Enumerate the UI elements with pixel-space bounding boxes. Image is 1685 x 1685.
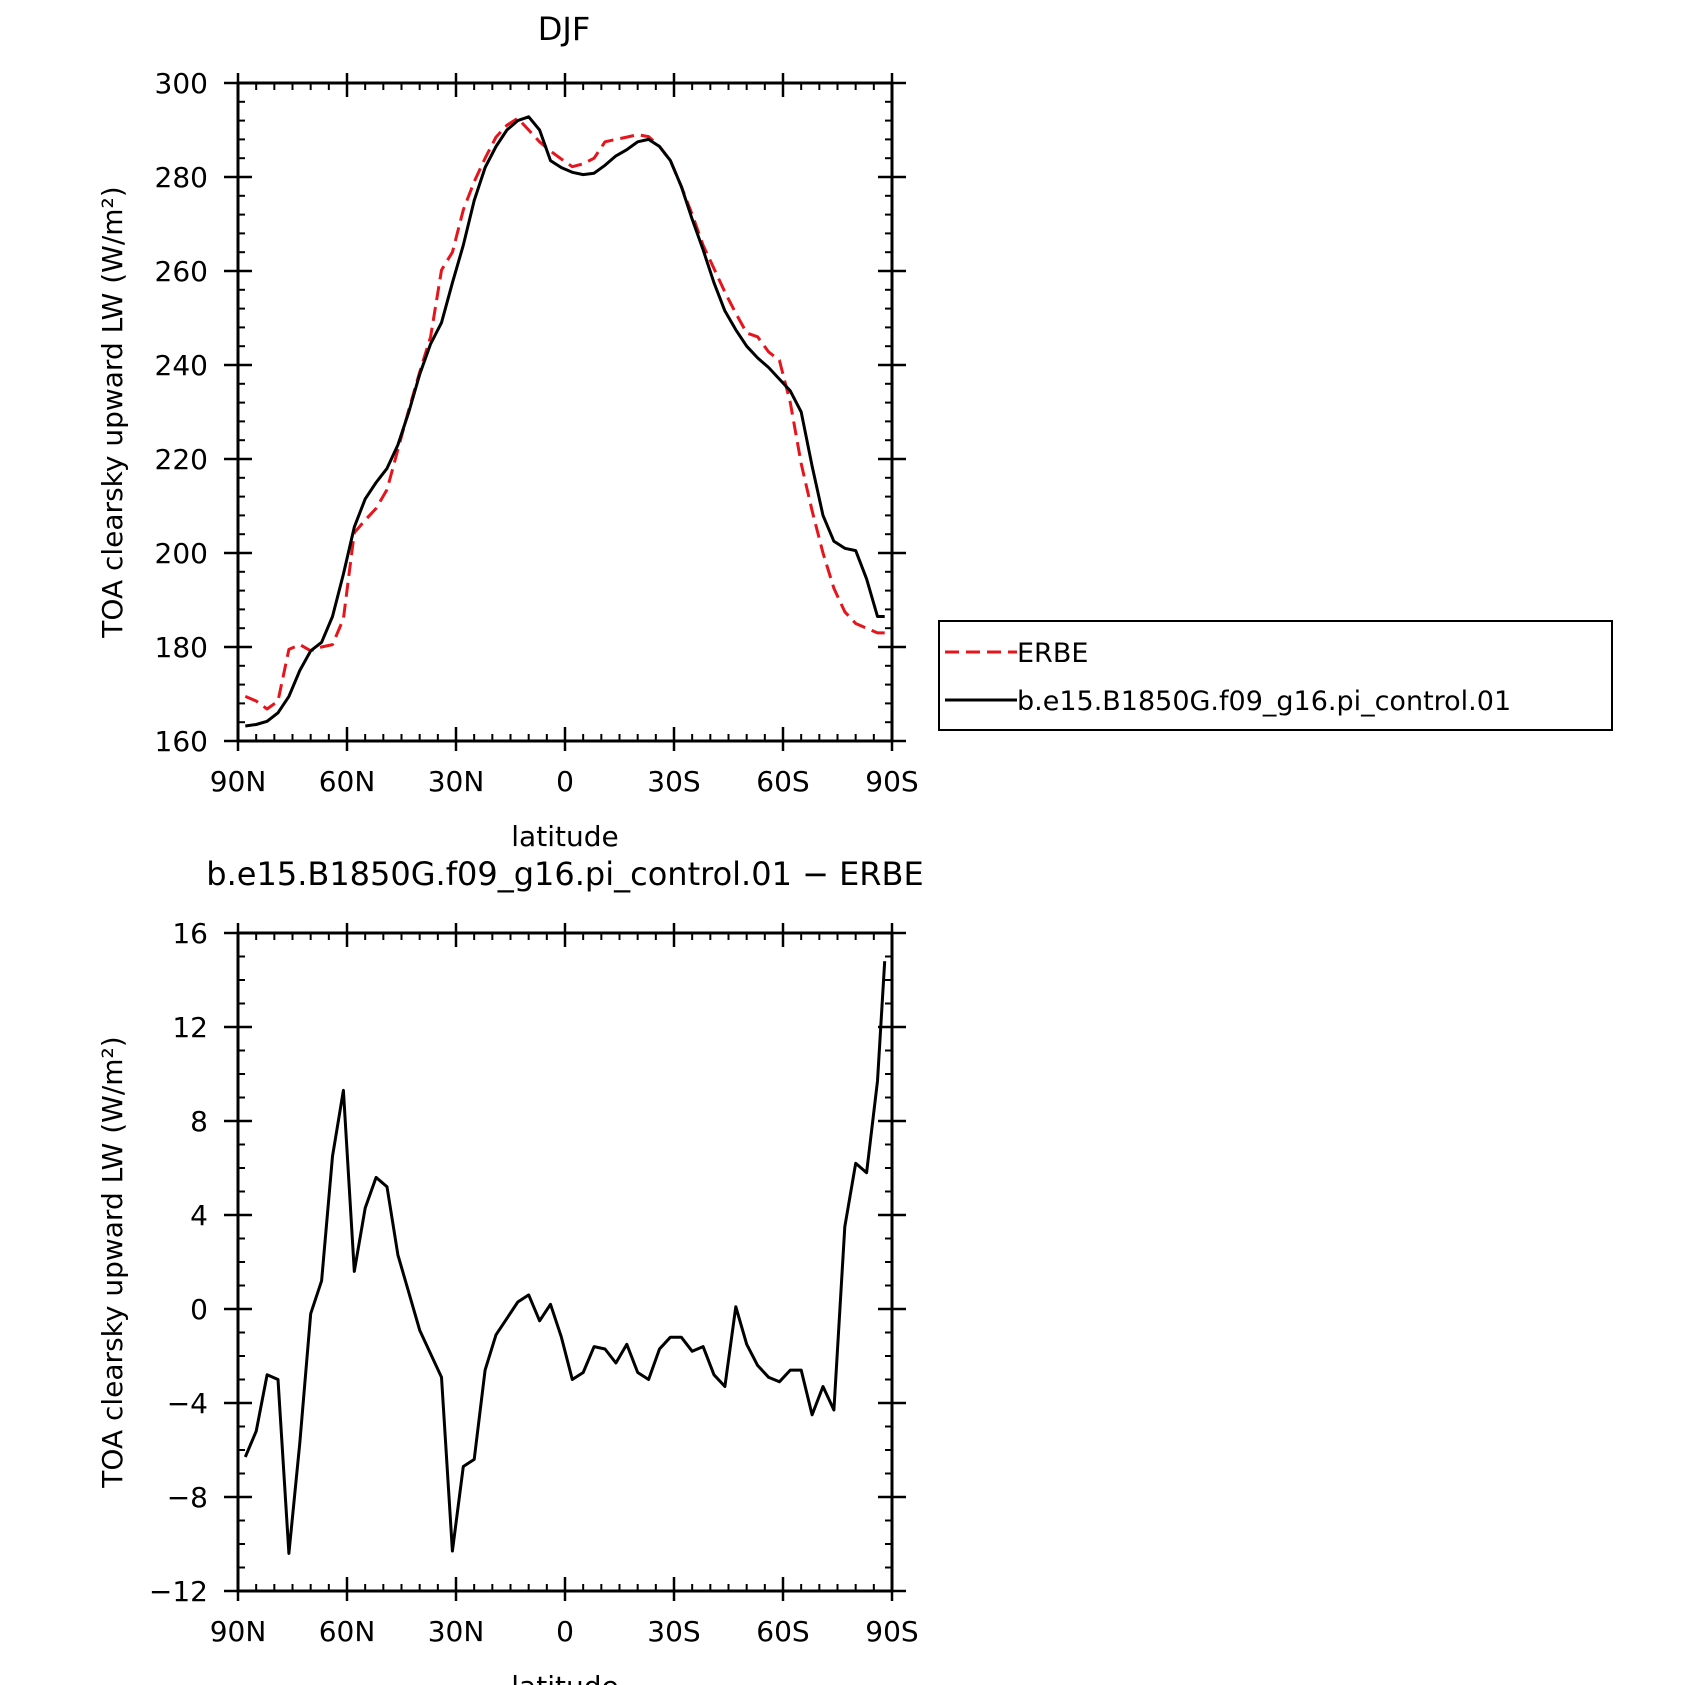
x-tick-label: 90S bbox=[865, 1615, 918, 1648]
series-line-0 bbox=[244, 116, 885, 711]
series-line-0 bbox=[243, 961, 887, 1555]
bottom-panel-ticks bbox=[224, 923, 906, 1601]
y-tick-label: −8 bbox=[167, 1481, 208, 1514]
x-tick-label: 30N bbox=[428, 765, 485, 798]
x-tick-label: 60N bbox=[319, 1615, 376, 1648]
bottom-panel-title: b.e15.B1850G.f09_g16.pi_control.01 − ERB… bbox=[206, 855, 923, 893]
y-tick-label: 8 bbox=[190, 1105, 208, 1138]
top-panel-y-axis-title: TOA clearsky upward LW (W/m²) bbox=[96, 186, 129, 638]
legend-label-model: b.e15.B1850G.f09_g16.pi_control.01 bbox=[1017, 686, 1511, 717]
bottom-panel: b.e15.B1850G.f09_g16.pi_control.01 − ERB… bbox=[96, 855, 924, 1685]
top-panel: DJF 90N 60N 30N 0 30S 60S 90S 160 180 200 220 240 2… bbox=[96, 10, 919, 853]
bottom-panel-y-axis-title: TOA clearsky upward LW (W/m²) bbox=[96, 1036, 129, 1488]
y-tick-label: 240 bbox=[155, 349, 208, 382]
x-tick-label: 0 bbox=[556, 765, 574, 798]
y-tick-label: 180 bbox=[155, 631, 208, 664]
y-tick-label: 280 bbox=[155, 161, 208, 194]
top-panel-y-tick-labels: 160 180 200 220 240 260 280 300 bbox=[155, 67, 208, 758]
bottom-panel-y-tick-labels: −12 −8 −4 0 4 8 12 16 bbox=[149, 917, 208, 1608]
y-tick-label: 0 bbox=[190, 1293, 208, 1326]
top-panel-x-tick-labels: 90N 60N 30N 0 30S 60S 90S bbox=[210, 765, 919, 798]
bottom-panel-x-tick-labels: 90N 60N 30N 0 30S 60S 90S bbox=[210, 1615, 919, 1648]
top-panel-frame bbox=[236, 81, 894, 743]
top-panel-lines bbox=[244, 115, 885, 728]
top-panel-title: DJF bbox=[538, 10, 590, 48]
x-tick-label: 30S bbox=[647, 1615, 700, 1648]
x-tick-label: 30S bbox=[647, 765, 700, 798]
y-tick-label: 160 bbox=[155, 725, 208, 758]
y-tick-label: 12 bbox=[172, 1011, 208, 1044]
x-tick-label: 60S bbox=[756, 1615, 809, 1648]
legend: ERBE b.e15.B1850G.f09_g16.pi_control.01 bbox=[938, 620, 1613, 731]
x-tick-label: 60S bbox=[756, 765, 809, 798]
y-tick-label: 4 bbox=[190, 1199, 208, 1232]
y-tick-label: −4 bbox=[167, 1387, 208, 1420]
legend-label-erbe: ERBE bbox=[1017, 638, 1088, 669]
x-tick-label: 90S bbox=[865, 765, 918, 798]
y-tick-label: 300 bbox=[155, 67, 208, 100]
y-tick-label: 16 bbox=[172, 917, 208, 950]
top-panel-ticks bbox=[224, 73, 906, 751]
y-tick-label: −12 bbox=[149, 1575, 208, 1608]
x-tick-label: 30N bbox=[428, 1615, 485, 1648]
y-tick-label: 220 bbox=[155, 443, 208, 476]
x-tick-label: 90N bbox=[210, 765, 267, 798]
series-line-1 bbox=[245, 115, 885, 728]
bottom-panel-x-axis-title: latitude bbox=[511, 1670, 618, 1685]
x-tick-label: 60N bbox=[319, 765, 376, 798]
x-tick-label: 90N bbox=[210, 1615, 267, 1648]
bottom-panel-frame bbox=[236, 931, 894, 1593]
top-panel-x-axis-title: latitude bbox=[511, 820, 618, 853]
bottom-panel-lines bbox=[243, 961, 887, 1555]
x-tick-label: 0 bbox=[556, 1615, 574, 1648]
legend-box bbox=[938, 620, 1613, 731]
y-tick-label: 200 bbox=[155, 537, 208, 570]
y-tick-label: 260 bbox=[155, 255, 208, 288]
